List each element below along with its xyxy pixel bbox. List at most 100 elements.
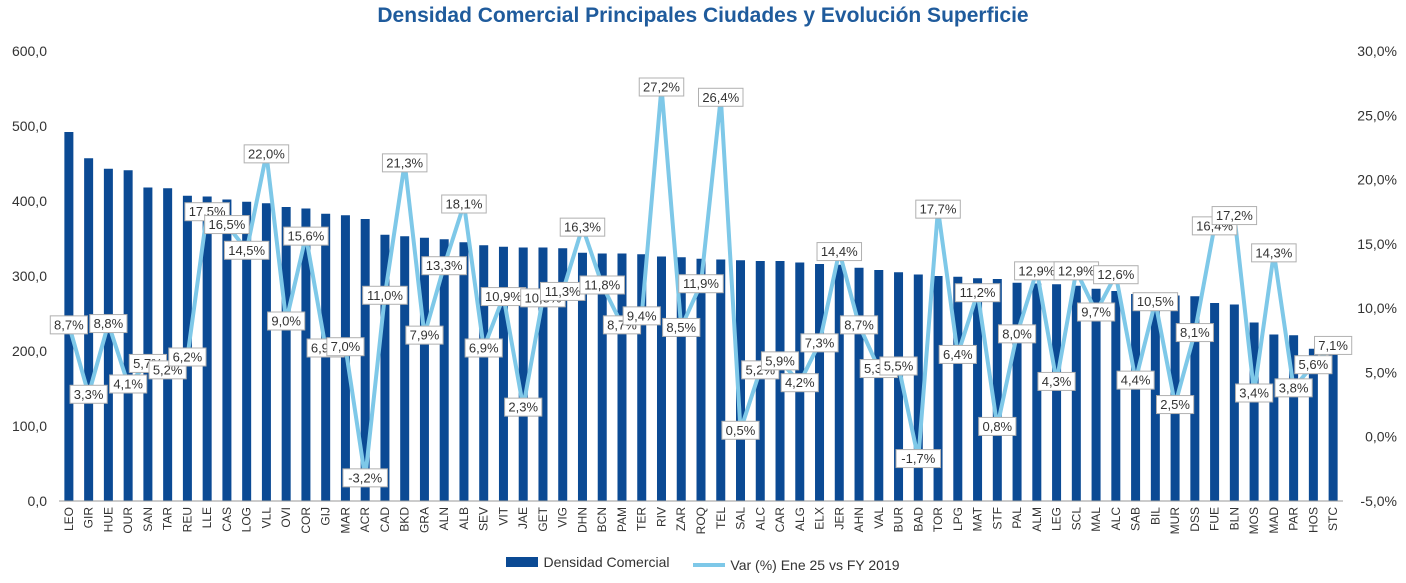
x-tick-label: BAD bbox=[911, 507, 925, 532]
x-tick-label: TER bbox=[635, 507, 649, 531]
data-label: 2,5% bbox=[1160, 397, 1190, 412]
bar bbox=[775, 261, 785, 501]
x-tick-label: FUE bbox=[1208, 507, 1222, 531]
data-label: 3,8% bbox=[1279, 380, 1309, 395]
bar bbox=[597, 253, 607, 501]
y-left-tick-label: 400,0 bbox=[12, 193, 47, 209]
bar bbox=[518, 247, 528, 501]
bar bbox=[815, 264, 825, 501]
legend-item-density: Densidad Comercial bbox=[506, 554, 670, 570]
x-tick-label: SEV bbox=[477, 507, 491, 531]
data-label: 11,0% bbox=[367, 288, 403, 303]
data-label-box bbox=[267, 311, 306, 331]
x-tick-label: LEO bbox=[62, 507, 76, 531]
data-label-box bbox=[405, 325, 444, 345]
bar bbox=[222, 199, 232, 501]
data-label-box bbox=[915, 199, 961, 219]
data-label-box bbox=[1076, 302, 1116, 322]
x-tick-label: JAE bbox=[516, 507, 530, 529]
data-label: 11,3% bbox=[545, 284, 581, 299]
data-label: -3,2% bbox=[348, 470, 382, 485]
x-tick-label: ALC bbox=[753, 507, 767, 531]
data-label: 15,6% bbox=[287, 229, 324, 244]
data-label: 10,9% bbox=[485, 289, 522, 304]
data-label: 17,2% bbox=[1216, 208, 1253, 223]
data-label-box bbox=[504, 397, 543, 417]
data-label-box bbox=[1294, 355, 1333, 375]
bar bbox=[656, 256, 666, 501]
data-label: 16,5% bbox=[208, 217, 245, 232]
data-label-box bbox=[678, 274, 724, 294]
data-label: 11,2% bbox=[960, 285, 996, 300]
data-label: 12,9% bbox=[1058, 263, 1095, 278]
data-label-box bbox=[1093, 265, 1139, 285]
y-left-tick-label: 600,0 bbox=[12, 43, 47, 59]
bar bbox=[617, 253, 627, 501]
data-label-box bbox=[69, 384, 108, 404]
bar bbox=[676, 257, 686, 501]
bar bbox=[419, 237, 429, 501]
data-label-box bbox=[1037, 371, 1076, 391]
x-tick-label: VIG bbox=[556, 507, 570, 528]
data-label-box bbox=[721, 420, 760, 440]
bar bbox=[973, 278, 983, 501]
x-tick-label: ALG bbox=[793, 507, 807, 531]
data-label: 8,7% bbox=[844, 317, 874, 332]
bar bbox=[1210, 303, 1220, 501]
bar bbox=[1308, 348, 1318, 501]
data-label: 4,1% bbox=[113, 377, 143, 392]
x-tick-label: MAD bbox=[1267, 507, 1281, 534]
x-tick-label: SAB bbox=[1129, 507, 1143, 531]
x-tick-label: MAT bbox=[971, 506, 985, 531]
data-label: -1,7% bbox=[901, 451, 935, 466]
bar bbox=[103, 168, 113, 501]
x-tick-label: PAR bbox=[1287, 507, 1301, 531]
bar bbox=[854, 267, 864, 501]
bar bbox=[953, 276, 963, 501]
x-tick-label: LLE bbox=[200, 507, 214, 528]
data-label-box bbox=[342, 468, 388, 488]
data-label: 0,5% bbox=[726, 423, 756, 438]
data-label: 12,9% bbox=[1018, 263, 1055, 278]
y-right-tick-label: -5,0% bbox=[1360, 493, 1397, 509]
bar bbox=[400, 236, 410, 501]
data-label: 10,5% bbox=[1137, 294, 1174, 309]
bar bbox=[1289, 335, 1299, 501]
y-right-tick-label: 20,0% bbox=[1357, 172, 1397, 188]
data-label-box bbox=[1235, 383, 1274, 403]
data-label-box bbox=[816, 242, 863, 262]
data-label: 8,1% bbox=[1180, 325, 1210, 340]
legend: Densidad Comercial Var (%) Ene 25 vs FY … bbox=[0, 554, 1406, 573]
data-label-box bbox=[168, 347, 207, 367]
bar bbox=[242, 201, 252, 501]
y-right-tick-label: 25,0% bbox=[1357, 107, 1397, 123]
data-label-box bbox=[464, 338, 503, 358]
y-left-tick-label: 0,0 bbox=[28, 493, 48, 509]
x-tick-label: GET bbox=[536, 506, 550, 531]
data-label-box bbox=[49, 315, 88, 335]
x-tick-label: BIL bbox=[1148, 507, 1162, 525]
data-label-box bbox=[362, 285, 408, 305]
x-tick-label: LOG bbox=[240, 507, 254, 532]
bar bbox=[834, 264, 844, 501]
x-tick-label: STC bbox=[1326, 507, 1340, 531]
bar bbox=[498, 246, 508, 501]
data-label: 6,2% bbox=[173, 350, 203, 365]
data-label: 18,1% bbox=[446, 197, 483, 212]
bar bbox=[1249, 322, 1259, 501]
data-label: 14,5% bbox=[228, 243, 265, 258]
bar bbox=[301, 208, 311, 501]
data-label: 17,7% bbox=[920, 202, 957, 217]
data-label-box bbox=[698, 87, 744, 107]
bar bbox=[913, 274, 923, 501]
data-label-box bbox=[204, 215, 250, 235]
data-label-box bbox=[895, 449, 942, 469]
x-tick-label: LEG bbox=[1050, 507, 1064, 531]
data-label-box bbox=[800, 333, 839, 353]
data-label: 8,7% bbox=[54, 317, 84, 332]
x-tick-label: GIR bbox=[82, 507, 96, 529]
bar bbox=[637, 254, 647, 501]
bar bbox=[716, 259, 726, 501]
data-label: 4,3% bbox=[1042, 374, 1072, 389]
x-tick-label: ZAR bbox=[674, 507, 688, 531]
